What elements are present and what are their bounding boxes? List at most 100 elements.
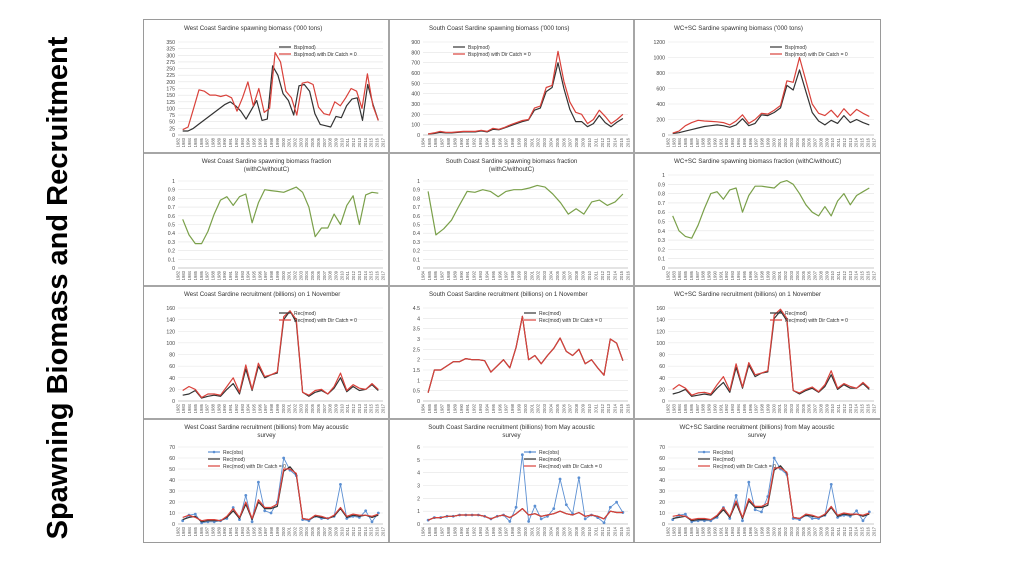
x-tick-label: 1996	[748, 270, 753, 280]
y-tick-label: 0	[172, 133, 175, 139]
y-tick-label: 0.2	[658, 247, 665, 253]
y-tick-label: 0.5	[413, 389, 420, 395]
x-tick-label: 1984	[187, 270, 192, 280]
y-tick-label: 30	[659, 489, 665, 495]
x-tick-label: 1992	[724, 526, 729, 536]
x-tick-label: 1985	[683, 403, 688, 413]
x-tick-label: 1995	[252, 526, 257, 536]
y-tick-label: 600	[656, 87, 665, 93]
x-tick-label: 2016	[375, 403, 380, 413]
x-tick-label: 2012	[600, 137, 605, 147]
x-tick-label: 2010	[830, 137, 835, 147]
x-tick-label: 2013	[606, 270, 611, 280]
x-tick-label: 2002	[536, 137, 541, 147]
x-tick-label: 2011	[593, 403, 598, 413]
series-point	[829, 483, 833, 486]
series-line-1	[182, 51, 379, 131]
x-tick-label: 2001	[529, 137, 534, 147]
x-tick-label: 2010	[339, 526, 344, 536]
x-tick-label: 2011	[836, 526, 841, 536]
x-tick-label: 2003	[298, 270, 303, 280]
chart-panel-10: South Coast Sardine recruitment (billion…	[417, 424, 630, 536]
x-tick-label: 2010	[587, 403, 592, 413]
x-tick-label: 2003	[298, 526, 303, 536]
x-tick-label: 2003	[542, 526, 547, 536]
y-tick-label: 0.5	[413, 223, 420, 229]
x-tick-label: 2008	[574, 526, 579, 536]
legend-label: Bsp(mod) with Dir Catch = 0	[294, 52, 357, 58]
x-tick-label: 1982	[175, 270, 180, 280]
x-tick-label: 1992	[472, 526, 477, 536]
x-tick-label: 2010	[339, 270, 344, 280]
x-tick-label: 1995	[491, 403, 496, 413]
x-tick-label: 2008	[574, 270, 579, 280]
y-tick-label: 0.6	[413, 214, 420, 220]
x-tick-label: 2006	[807, 526, 812, 536]
y-tick-label: 0	[172, 522, 175, 528]
x-tick-label: 2006	[316, 403, 321, 413]
x-tick-label: 2003	[789, 270, 794, 280]
x-tick-label: 2000	[281, 403, 286, 413]
x-tick-label: 2001	[777, 526, 782, 536]
x-tick-label: 2014	[854, 137, 859, 147]
x-tick-label: 1993	[478, 137, 483, 147]
x-tick-label: 1990	[222, 137, 227, 147]
x-tick-label: 1996	[748, 526, 753, 536]
y-tick-label: 2	[417, 358, 420, 364]
y-tick-label: 1	[417, 509, 420, 515]
x-tick-label: 1990	[712, 526, 717, 536]
y-tick-label: 20	[169, 387, 175, 393]
x-tick-label: 1985	[427, 137, 432, 147]
x-tick-label: 2013	[848, 403, 853, 413]
x-tick-label: 1992	[472, 270, 477, 280]
y-tick-label: 6	[417, 445, 420, 451]
x-tick-label: 1994	[484, 403, 489, 413]
x-tick-label: 1986	[199, 403, 204, 413]
x-tick-label: 2004	[795, 403, 800, 413]
x-tick-label: 2000	[771, 137, 776, 147]
x-tick-label: 2006	[316, 270, 321, 280]
x-tick-label: 1985	[193, 526, 198, 536]
x-tick-label: 1983	[671, 526, 676, 536]
y-tick-label: 0.2	[413, 249, 420, 255]
y-tick-label: 0.6	[168, 214, 175, 220]
x-tick-label: 2001	[287, 526, 292, 536]
x-tick-label: 2010	[830, 270, 835, 280]
x-tick-label: 1985	[193, 270, 198, 280]
x-tick-label: 2015	[860, 526, 865, 536]
x-tick-label: 1996	[497, 137, 502, 147]
series-point	[810, 517, 814, 520]
x-tick-label: 1992	[724, 270, 729, 280]
x-tick-label: 2006	[561, 403, 566, 413]
series-point	[533, 504, 537, 508]
y-tick-label: 0.7	[658, 201, 665, 207]
y-tick-label: 1	[417, 179, 420, 185]
y-tick-label: 5	[417, 458, 420, 464]
x-tick-label: 2004	[549, 526, 554, 536]
x-tick-label: 1983	[181, 526, 186, 536]
x-tick-label: 2009	[334, 137, 339, 147]
series-line-2	[427, 507, 623, 521]
x-tick-label: 2008	[818, 137, 823, 147]
x-tick-label: 2001	[777, 137, 782, 147]
x-tick-label: 2001	[529, 270, 534, 280]
y-tick-label: 120	[656, 329, 665, 335]
x-tick-label: 2006	[807, 270, 812, 280]
x-tick-label: 1988	[446, 270, 451, 280]
series-line-1	[427, 507, 623, 521]
y-tick-label: 1200	[653, 40, 665, 46]
y-tick-label: 125	[166, 100, 175, 106]
x-tick-label: 2000	[523, 270, 528, 280]
x-tick-label: 1999	[275, 526, 280, 536]
x-tick-label: 1994	[736, 403, 741, 413]
x-tick-label: 2012	[842, 270, 847, 280]
x-tick-label: 2001	[287, 137, 292, 147]
y-tick-label: 800	[411, 50, 420, 56]
x-tick-label: 2004	[795, 137, 800, 147]
chart-title: West Coast Sardine spawning biomass frac…	[202, 158, 332, 165]
y-tick-label: 140	[166, 318, 175, 324]
x-tick-label: 2010	[830, 403, 835, 413]
x-tick-label: 2002	[783, 270, 788, 280]
legend-label: Rec(mod)	[785, 311, 807, 317]
x-tick-label: 2009	[581, 270, 586, 280]
